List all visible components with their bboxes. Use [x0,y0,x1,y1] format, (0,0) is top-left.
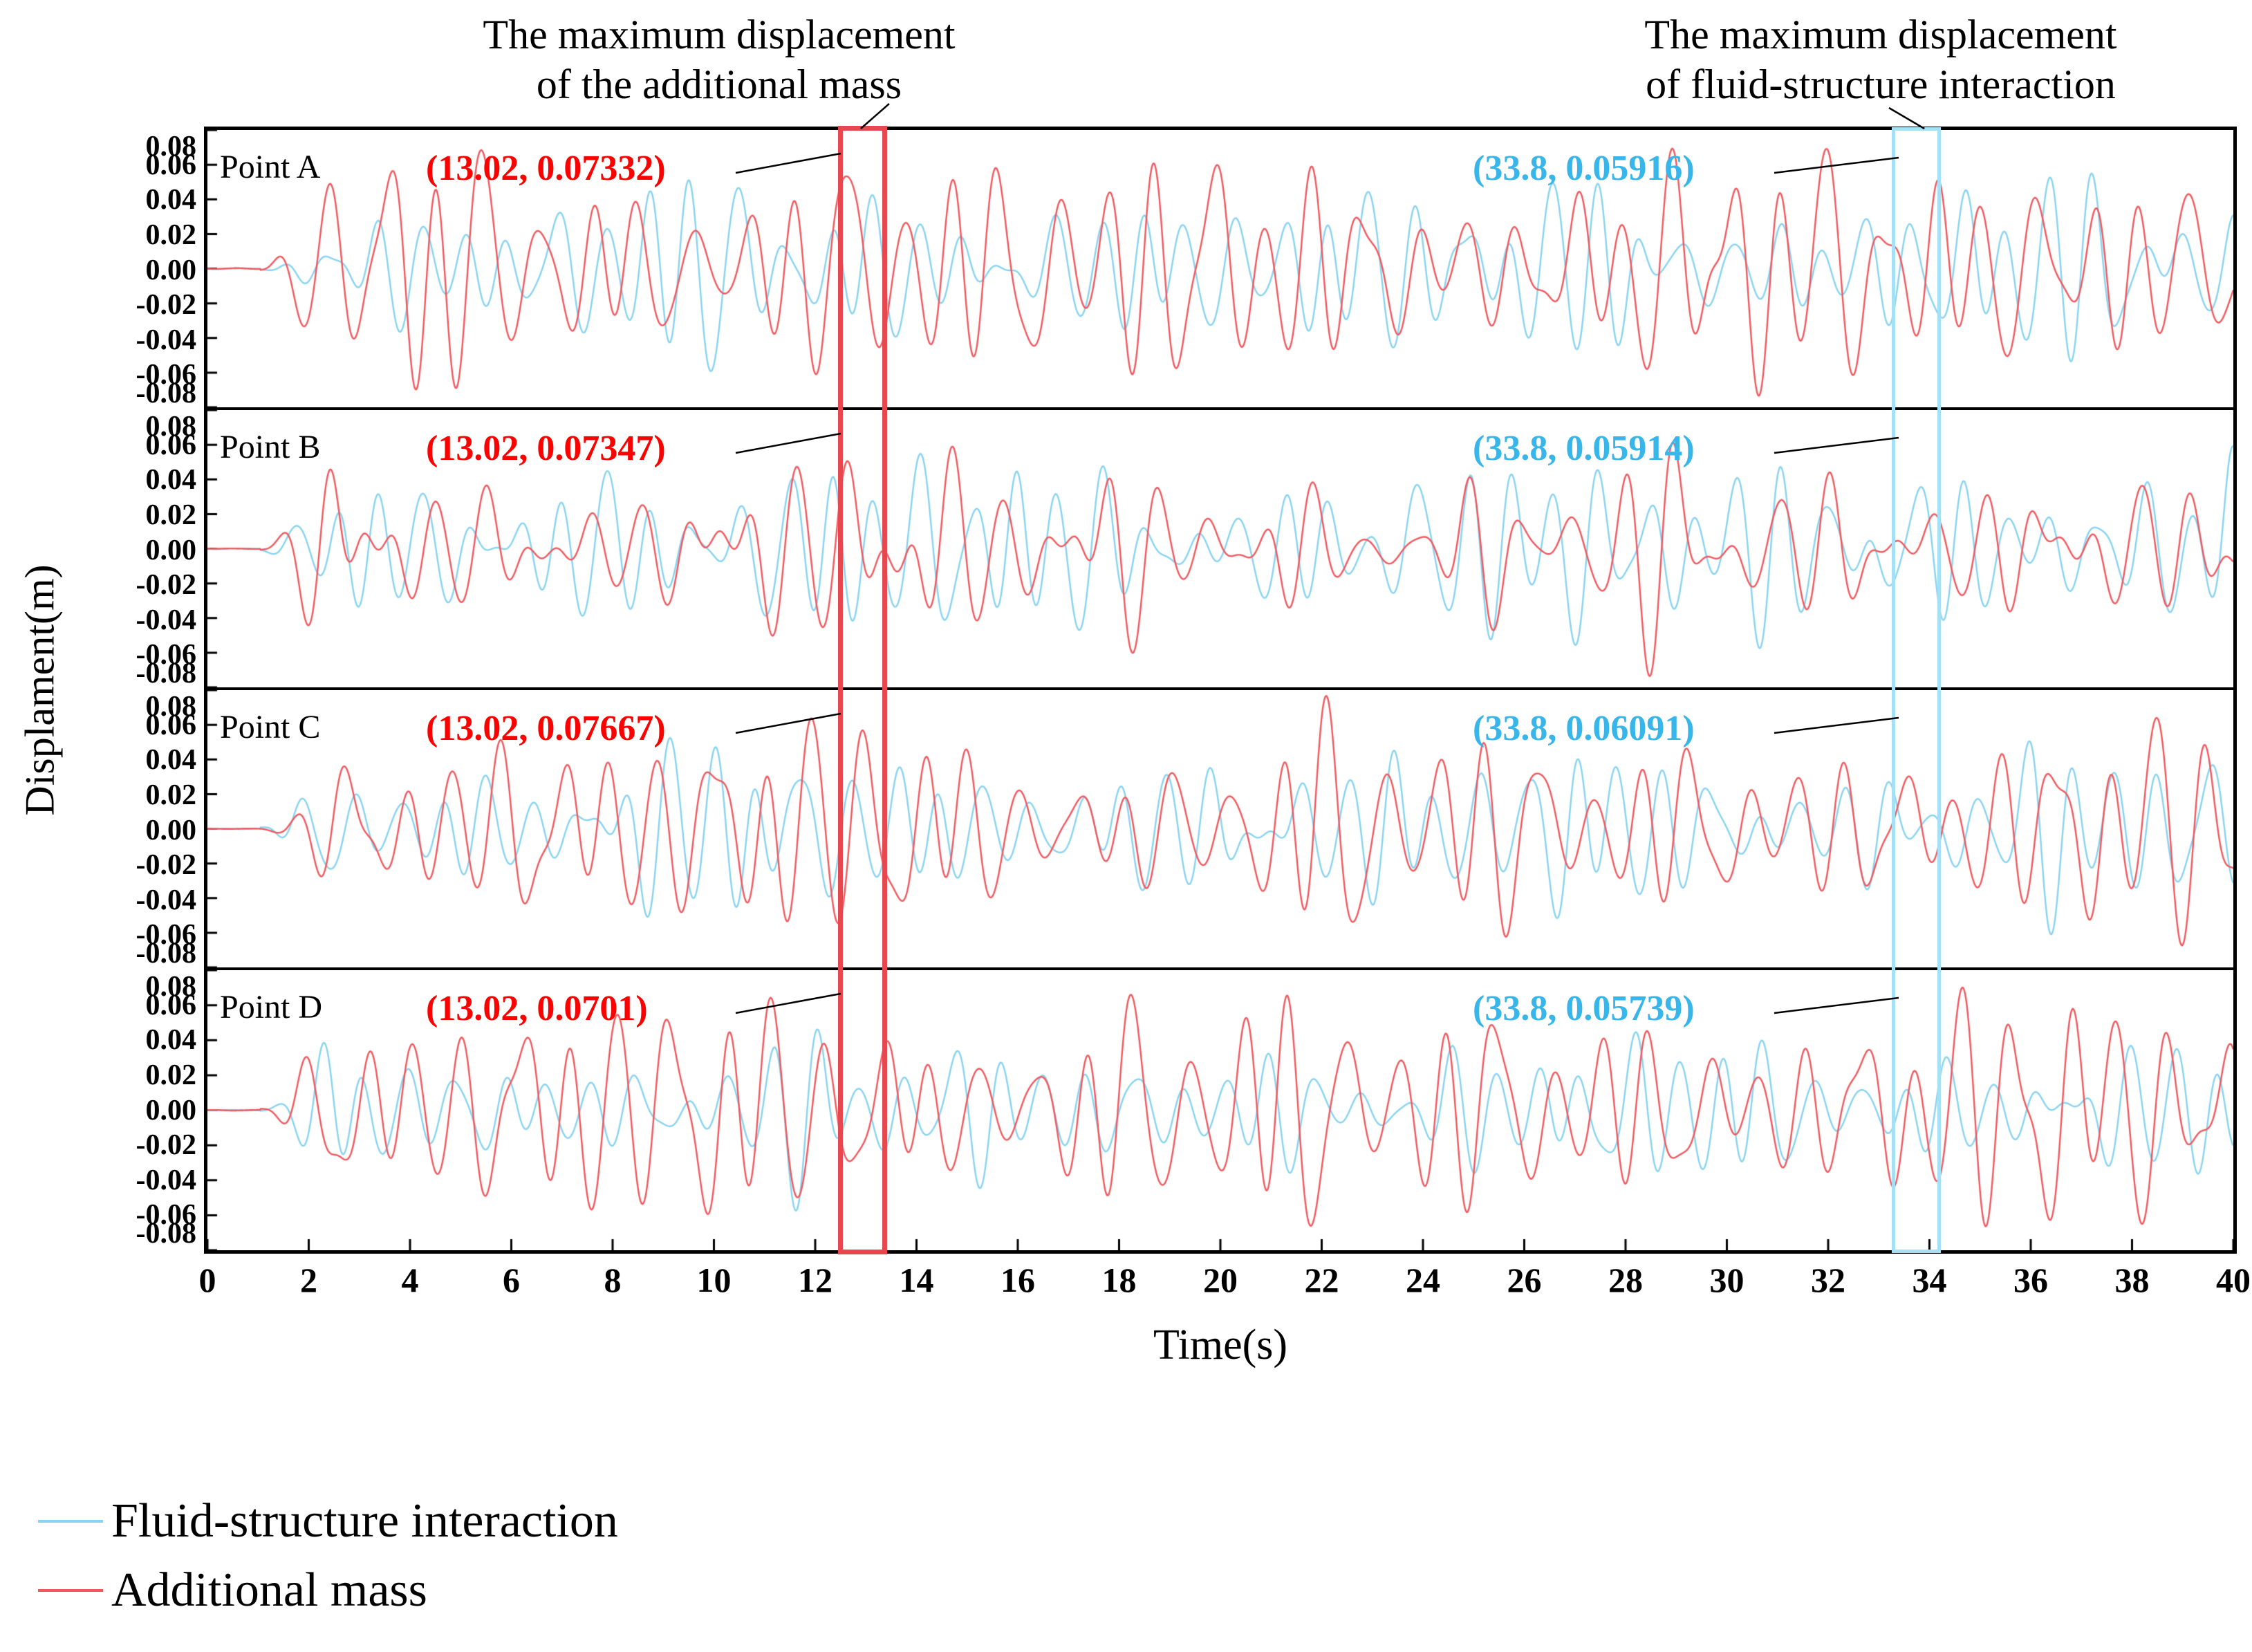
y-tick-label: -0.02 [136,1129,197,1162]
highlight-box-additional-mass [837,126,887,1254]
y-tick-label: 0.02 [145,779,197,811]
highlight-box-fluid-structure [1891,127,1942,1253]
x-tick-label: 10 [696,1261,732,1299]
max-additional-mass-annotation: (13.02, 0.0701) [426,989,648,1028]
y-tick-label: 0.06 [145,429,197,461]
annotation-title-line1: The maximum displacement [1644,12,2117,57]
y-tick-label: 0.08 [145,131,197,163]
y-tick-label: -0.06 [136,1199,197,1232]
y-tick-label: -0.06 [136,359,197,391]
legend-line-sample-blue [38,1520,103,1523]
x-tick-label: 0 [198,1261,216,1299]
y-tick-label: -0.02 [136,569,197,602]
panel-point-d: Point D (13.02, 0.0701) (33.8, 0.05739) [207,970,2233,1250]
y-tick-label: -0.08 [136,658,197,689]
y-tick-label: 0.08 [145,971,197,1003]
y-tick-label: -0.04 [136,1164,197,1196]
x-tick-label: 14 [899,1261,934,1299]
waveform-canvas [207,130,2233,407]
annotation-title-line2: of fluid-structure interaction [1646,62,2116,107]
y-tick-label: 0.08 [145,411,197,443]
y-tick-label: -0.08 [136,938,197,969]
panel-label: Point A [220,149,321,185]
x-tick-label: 16 [1001,1261,1035,1299]
y-tick-label: 0.04 [145,744,197,777]
y-tick-label: -0.04 [136,604,197,636]
panel-label: Point D [220,989,323,1025]
y-tick-label: -0.06 [136,639,197,671]
legend-label: Fluid-structure interaction [111,1494,618,1548]
panel-label: Point B [220,429,321,465]
y-tick-label: 0.02 [145,1059,197,1091]
y-tick-label: 0.04 [145,1024,197,1057]
waveform-canvas [207,970,2233,1250]
y-tick-label: -0.06 [136,919,197,952]
y-tick-label: -0.04 [136,324,197,356]
panel-point-c: Point C (13.02, 0.07667) (33.8, 0.06091) [207,690,2233,970]
plot-area: Point A (13.02, 0.07332) (33.8, 0.05916)… [204,127,2237,1254]
waveform-canvas [207,410,2233,687]
x-tick-label: 24 [1406,1261,1440,1299]
annotation-title-line2: of the additional mass [536,62,902,107]
annotation-title-fluid-structure: The maximum displacement of fluid-struct… [1549,10,2213,109]
x-tick-label: 36 [2013,1261,2048,1299]
x-tick-label: 34 [1912,1261,1947,1299]
legend: Fluid-structure interaction Additional m… [38,1487,618,1625]
x-tick-label: 2 [300,1261,317,1299]
x-tick-label: 8 [604,1261,622,1299]
x-axis-label: Time(s) [1153,1321,1288,1368]
y-tick-label: 0.08 [145,691,197,723]
x-tick-label: 32 [1811,1261,1845,1299]
y-tick-label: 0.00 [145,1094,197,1126]
y-tick-label: 0.00 [145,814,197,846]
y-tick-label: -0.02 [136,289,197,322]
legend-label: Additional mass [111,1563,427,1617]
y-tick-label: -0.02 [136,849,197,882]
max-fluid-structure-annotation: (33.8, 0.05914) [1473,429,1695,468]
x-tick-label: 26 [1507,1261,1542,1299]
x-tick-label: 38 [2114,1261,2150,1299]
waveform-canvas [207,690,2233,967]
max-fluid-structure-annotation: (33.8, 0.05739) [1473,989,1695,1028]
max-additional-mass-annotation: (13.02, 0.07347) [426,429,666,468]
max-fluid-structure-annotation: (33.8, 0.05916) [1473,149,1695,188]
y-tick-label: -0.04 [136,884,197,916]
legend-item-additional-mass: Additional mass [38,1556,618,1625]
max-additional-mass-annotation: (13.02, 0.07667) [426,709,666,748]
panel-point-a: Point A (13.02, 0.07332) (33.8, 0.05916) [207,130,2233,410]
max-additional-mass-annotation: (13.02, 0.07332) [426,149,666,188]
y-tick-label: 0.04 [145,184,197,216]
annotation-title-line1: The maximum displacement [483,12,956,57]
y-tick-label: 0.00 [145,534,197,566]
y-tick-label: -0.08 [136,378,197,409]
x-tick-label: 12 [798,1261,832,1299]
x-tick-label: 30 [1709,1261,1744,1299]
x-tick-label: 4 [401,1261,419,1299]
y-tick-label: 0.02 [145,499,197,531]
x-tick-label: 40 [2216,1261,2251,1299]
annotation-title-additional-mass: The maximum displacement of the addition… [443,10,996,109]
y-tick-label: 0.00 [145,254,197,286]
legend-line-sample-red [38,1589,103,1592]
leader-line [1888,106,1925,130]
x-tick-label: 20 [1203,1261,1238,1299]
x-tick-label: 22 [1304,1261,1339,1299]
max-fluid-structure-annotation: (33.8, 0.06091) [1473,709,1695,748]
y-tick-label: 0.02 [145,219,197,251]
panel-point-b: Point B (13.02, 0.07347) (33.8, 0.05914) [207,410,2233,690]
x-tick-label: 18 [1101,1261,1137,1299]
y-tick-label: 0.04 [145,464,197,496]
y-tick-label: 0.06 [145,149,197,181]
y-tick-label: 0.06 [145,709,197,741]
panel-label: Point C [220,709,321,745]
legend-item-fluid-structure: Fluid-structure interaction [38,1487,618,1556]
y-tick-label: -0.08 [136,1218,197,1250]
y-tick-label: 0.06 [145,989,197,1021]
x-tick-label: 6 [503,1261,520,1299]
x-tick-label: 28 [1608,1261,1643,1299]
